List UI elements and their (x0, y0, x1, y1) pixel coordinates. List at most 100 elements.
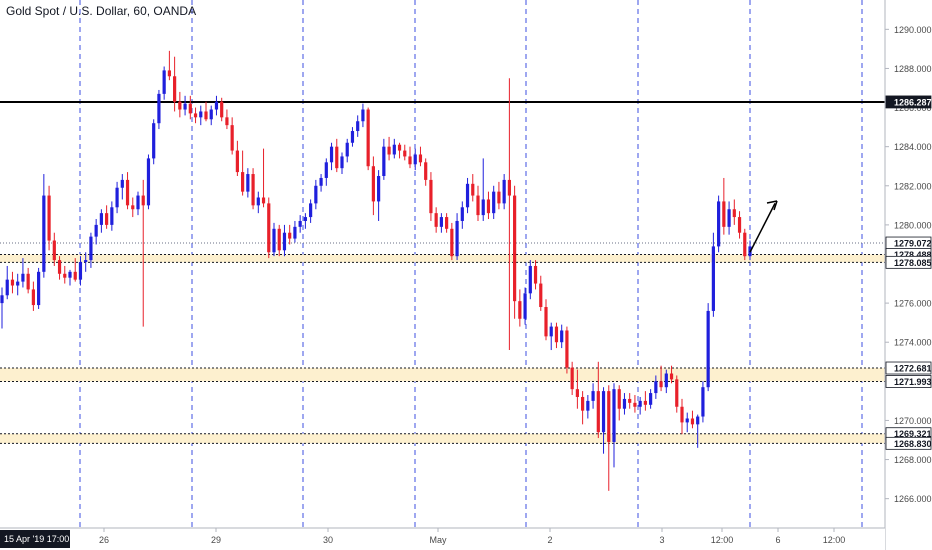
candle-body (120, 179, 124, 188)
candle-body (57, 260, 62, 274)
candle-body (293, 226, 297, 239)
candle-body (52, 240, 56, 261)
candle-body (178, 101, 182, 110)
price-axis: 1266.0001268.0001270.0001272.0001274.000… (884, 0, 932, 550)
candle-body (601, 391, 606, 433)
candle-body (21, 273, 25, 282)
arrow-head (766, 200, 778, 211)
candle-body (241, 172, 245, 192)
candle-body (199, 111, 203, 118)
time-axis-bg (0, 528, 885, 550)
candle-body (439, 217, 443, 227)
candle-body (727, 209, 731, 227)
zone-bottom-price-label: 1278.085 (894, 258, 932, 268)
candle-body (607, 391, 611, 442)
candle-body (455, 220, 459, 257)
candle-body (277, 228, 281, 251)
candle-body (533, 265, 538, 284)
candle-body (141, 195, 145, 206)
candle-body (152, 123, 156, 159)
candle-body (413, 154, 417, 165)
arrow-shaft (749, 203, 776, 253)
candle-body (617, 389, 621, 409)
date-badge-bg (0, 530, 70, 548)
candle-body (31, 289, 35, 306)
candle-body (497, 191, 501, 204)
price-tick-label: 1282.000 (894, 181, 932, 191)
price-tick-label: 1266.000 (894, 494, 932, 504)
candle-body (465, 183, 470, 208)
candle-body (377, 176, 381, 202)
candle-body (486, 199, 491, 214)
zone-bottom-price-label: 1271.993 (894, 377, 932, 387)
candle-body (230, 125, 234, 151)
candle-body (523, 293, 527, 319)
candle-body (382, 146, 386, 176)
candle-body (183, 103, 187, 110)
candle-body (0, 295, 4, 304)
candle-body (282, 232, 287, 251)
candle-body (214, 101, 219, 110)
zone-band (0, 254, 885, 263)
candle-body (680, 406, 684, 423)
candle-body (722, 201, 726, 227)
price-tick-label: 1270.000 (894, 416, 932, 426)
candle-body (319, 177, 323, 186)
candle-body (246, 174, 250, 192)
candle-body (507, 179, 511, 196)
trend-arrow-annotation (749, 200, 778, 253)
candle-body (99, 213, 103, 225)
candle-body (340, 156, 344, 169)
zone-top-price-label: 1278.488 (894, 250, 932, 260)
candle-body (309, 203, 313, 218)
candle-body (539, 283, 543, 308)
candle-body (89, 236, 93, 261)
candle-body (570, 367, 574, 390)
candle-body (513, 195, 517, 302)
candle-body (643, 400, 647, 405)
candle-body (418, 154, 423, 163)
time-tick-label: 6 (775, 535, 780, 545)
candle-body (256, 197, 260, 206)
candle-body (204, 111, 208, 120)
candle-body (5, 279, 9, 296)
candle-body (664, 373, 668, 388)
candle-body (669, 373, 674, 380)
candle-body (471, 183, 475, 196)
candle-body (26, 273, 30, 290)
candle-body (16, 281, 20, 286)
candle-body (628, 398, 632, 403)
candle-body (105, 213, 109, 225)
candle-body (188, 103, 192, 114)
candle-body (690, 418, 695, 425)
price-tick-label: 1274.000 (894, 338, 932, 348)
zone-bottom-price-label: 1268.830 (894, 439, 932, 449)
candle-body (706, 310, 710, 388)
candle-body (403, 150, 407, 157)
candle-body (303, 217, 307, 221)
zone-bottom-price-label-bg (885, 255, 932, 269)
candle-body (335, 146, 339, 169)
candle-body (481, 199, 485, 216)
candle-body (157, 93, 161, 124)
candle-body (220, 101, 224, 118)
candle-body (575, 389, 579, 397)
price-tick-label: 1268.000 (894, 455, 932, 465)
candle-body (544, 307, 548, 337)
time-tick-label: 30 (323, 535, 333, 545)
chart-title: Gold Spot / U.S. Dollar, 60, OANDA (6, 4, 197, 18)
candle-body (685, 418, 689, 423)
candle-body (84, 260, 88, 263)
candle-body (47, 195, 51, 241)
candle-body (633, 402, 637, 407)
candle-body (350, 131, 355, 143)
candle-body (424, 162, 428, 180)
candle-body (675, 379, 679, 407)
candle-body (711, 246, 715, 311)
candle-body (565, 330, 569, 368)
candle-body (115, 187, 119, 208)
candle-body (612, 389, 616, 442)
candle-body (314, 185, 318, 204)
